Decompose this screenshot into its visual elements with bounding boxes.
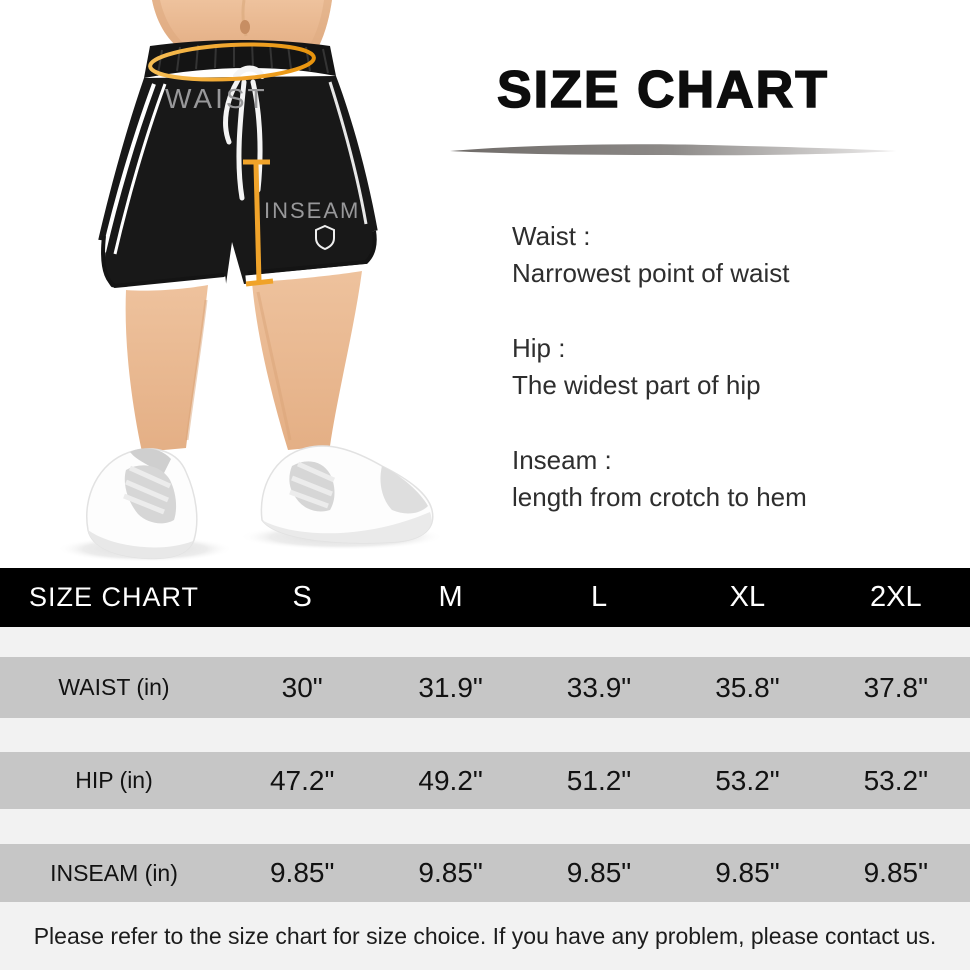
table-header-cell: 2XL — [870, 581, 922, 613]
measurement-definitions: Waist : Narrowest point of waist Hip : T… — [512, 218, 932, 554]
brand-logo-shield — [315, 224, 335, 251]
shorts — [91, 40, 387, 301]
row-label: INSEAM (in) — [50, 859, 178, 886]
inseam-measure-line — [243, 159, 274, 287]
definition-desc: The widest part of hip — [512, 370, 761, 400]
definition-term: Waist : — [512, 221, 591, 251]
definition-desc: Narrowest point of waist — [512, 258, 790, 288]
page-title: SIZE CHART — [496, 60, 829, 120]
table-header-cell: XL — [729, 581, 766, 613]
size-table: SIZE CHART S M L XL 2XL WAIST (in) 30" 3… — [0, 568, 970, 970]
product-photo: WAIST INSEAM — [0, 0, 470, 568]
table-row-hip: HIP (in) 47.2" 49.2" 51.2" 53.2" 53.2" — [0, 752, 970, 809]
definition-inseam: Inseam : length from crotch to hem — [512, 442, 932, 516]
row-label: WAIST (in) — [58, 674, 170, 700]
size-value-cell: 49.2" — [418, 764, 483, 796]
model-legs — [125, 271, 362, 452]
size-value-cell: 9.85" — [863, 857, 929, 888]
right-sneaker — [260, 445, 434, 544]
table-divider-band — [0, 809, 970, 844]
model-figure: WAIST INSEAM — [57, 0, 444, 562]
table-header-cell: L — [590, 581, 608, 613]
footer-note: Please refer to the size chart for size … — [33, 922, 937, 949]
size-value-cell: 30" — [281, 671, 323, 703]
table-divider-band — [0, 627, 970, 657]
definition-term: Hip : — [512, 333, 566, 363]
size-value-cell: 9.85" — [715, 857, 780, 888]
waist-measure-arrow — [148, 42, 316, 82]
size-value-cell: 31.9" — [418, 671, 483, 703]
inseam-annotation-label: INSEAM — [264, 198, 360, 223]
left-sneaker — [86, 448, 198, 560]
size-value-cell: 51.2" — [566, 764, 632, 796]
size-value-cell: 9.85" — [269, 857, 335, 888]
definition-waist: Waist : Narrowest point of waist — [512, 218, 932, 292]
table-header-cell: S — [292, 581, 312, 613]
navel — [240, 20, 250, 34]
title-underline-swoosh — [450, 144, 896, 156]
definition-term: Inseam : — [512, 445, 612, 475]
table-row-inseam: INSEAM (in) 9.85" 9.85" 9.85" 9.85" 9.85… — [0, 844, 970, 902]
size-value-cell: 9.85" — [566, 857, 632, 888]
size-value-cell: 33.9" — [566, 671, 632, 703]
table-header-cell: M — [438, 581, 463, 613]
size-value-cell: 9.85" — [418, 857, 483, 888]
drawstring — [223, 65, 265, 201]
table-header-cell: SIZE CHART — [28, 582, 200, 612]
size-value-cell: 47.2" — [269, 764, 335, 796]
size-value-cell: 53.2" — [715, 764, 780, 796]
waist-annotation-label: WAIST — [165, 83, 268, 114]
size-value-cell: 35.8" — [715, 671, 780, 703]
size-value-cell: 37.8" — [863, 671, 929, 703]
definition-hip: Hip : The widest part of hip — [512, 330, 932, 404]
size-value-cell: 53.2" — [863, 764, 929, 796]
definition-desc: length from crotch to hem — [512, 482, 807, 512]
model-torso — [152, 0, 332, 50]
table-divider-band — [0, 718, 970, 752]
row-label: HIP (in) — [75, 767, 153, 793]
table-header-row: SIZE CHART S M L XL 2XL — [0, 568, 970, 627]
table-row-waist: WAIST (in) 30" 31.9" 33.9" 35.8" 37.8" — [0, 657, 970, 718]
footer-note-band: Please refer to the size chart for size … — [0, 902, 970, 970]
